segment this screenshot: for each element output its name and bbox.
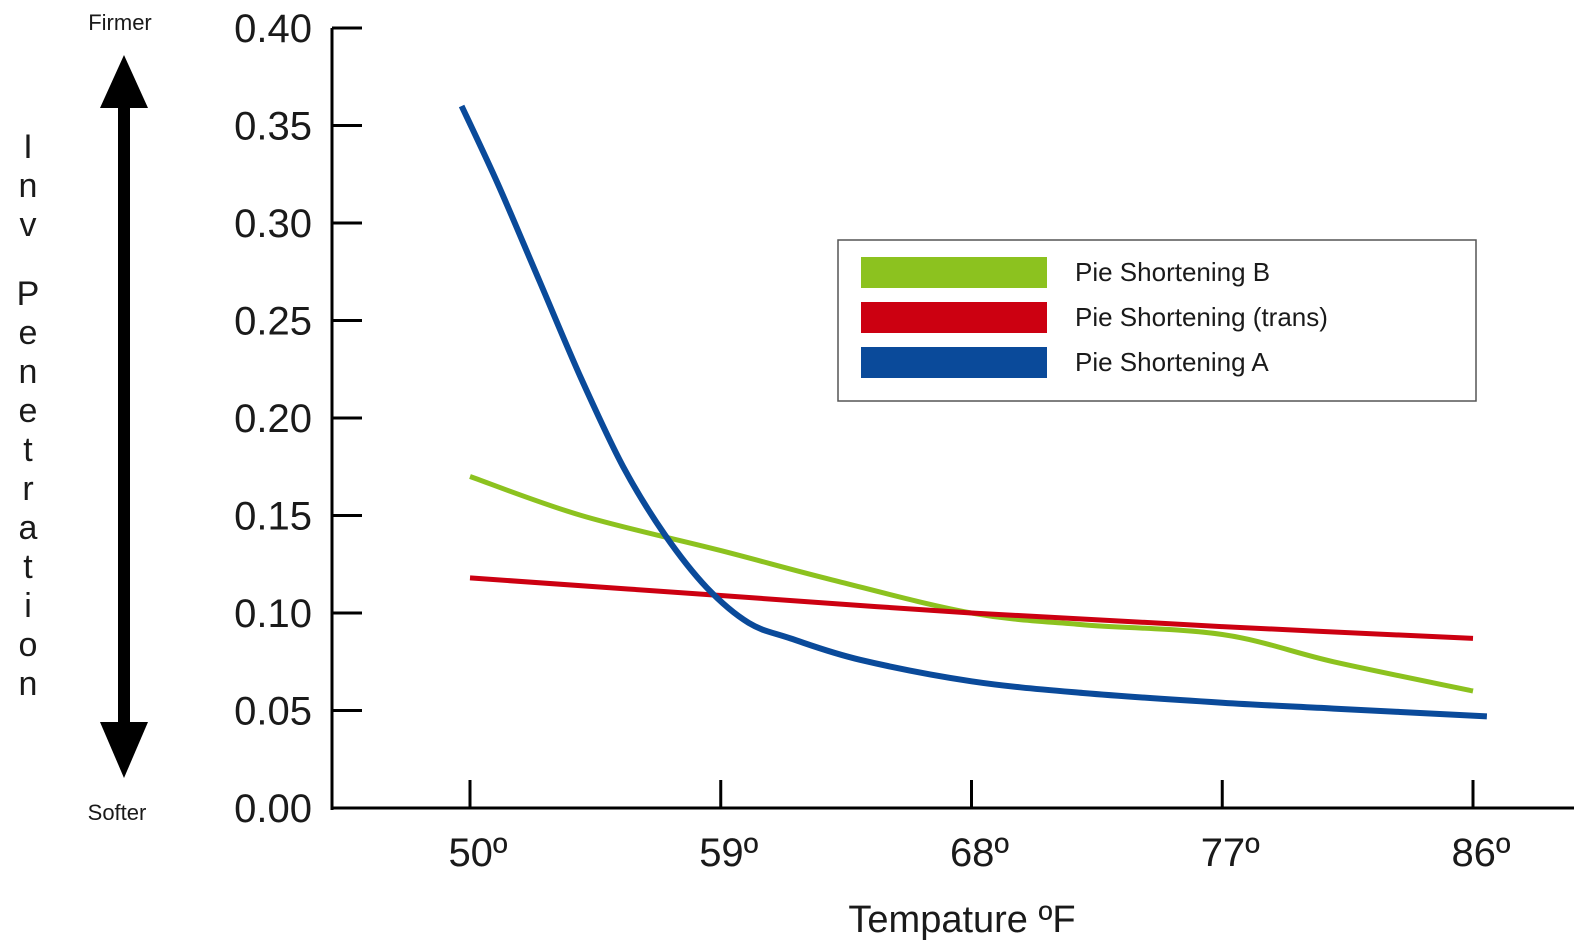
series-line-pie-shortening-trans (469, 575, 1474, 641)
legend-items: Pie Shortening B Pie Shortening (trans) Pi… (861, 257, 1328, 378)
x-ticks: 50º 59º 68º 77º 86º (448, 780, 1511, 875)
y-axis-title-letter: t (23, 431, 33, 469)
y-axis-title-letter: n (19, 353, 38, 391)
arrow-down-icon (100, 722, 148, 778)
x-tick-label: 59º (699, 831, 758, 875)
y-axis-title-letter: v (20, 206, 37, 244)
y-axis-title-letter: i (24, 587, 32, 625)
y-axis-title-letter: P (17, 275, 40, 313)
legend-label: Pie Shortening (trans) (1075, 302, 1328, 332)
legend-label: Pie Shortening A (1075, 347, 1269, 377)
series-layer (458, 104, 1488, 720)
y-axis-title-letter: o (19, 626, 38, 664)
legend-swatch (861, 257, 1047, 288)
y-ticks: 0.00 0.05 0.10 0.15 0.20 0.25 0.30 0.35 0.40 (234, 7, 362, 831)
y-axis-title-letter: r (22, 470, 33, 508)
y-tick-label: 0.30 (234, 202, 312, 246)
y-tick-label: 0.05 (234, 690, 312, 734)
x-tick-label: 86º (1451, 831, 1510, 875)
y-tick-label: 0.15 (234, 495, 312, 539)
axes (330, 28, 1574, 810)
y-axis-title-letter: t (23, 548, 33, 586)
x-tick-label: 50º (448, 831, 507, 875)
series-line-pie-shortening-b (469, 474, 1474, 694)
y-axis-title-letter: n (19, 167, 38, 205)
x-tick-label: 68º (950, 831, 1009, 875)
y-axis-title-letter: e (19, 314, 38, 352)
y-axis-title-letter: a (19, 509, 38, 547)
y-tick-label: 0.35 (234, 105, 312, 149)
legend-swatch (861, 302, 1047, 333)
y-tick-label: 0.00 (234, 787, 312, 831)
softer-label: Softer (88, 800, 147, 825)
arrow-up-icon (100, 55, 148, 108)
legend-swatch (861, 347, 1047, 378)
x-tick-label: 77º (1201, 831, 1260, 875)
y-axis-title-letter: n (19, 665, 38, 703)
legend: Pie Shortening B Pie Shortening (trans) Pi… (837, 239, 1477, 402)
y-axis-title-letter: e (19, 392, 38, 430)
y-tick-label: 0.25 (234, 300, 312, 344)
firmer-label: Firmer (88, 10, 152, 35)
y-tick-label: 0.20 (234, 397, 312, 441)
firmness-indicator: Firmer Softer (88, 10, 152, 825)
y-tick-label: 0.40 (234, 7, 312, 51)
x-axis-title: Tempature ºF (848, 899, 1075, 941)
legend-label: Pie Shortening B (1075, 257, 1270, 287)
y-axis-title-letter: I (23, 128, 32, 166)
y-tick-label: 0.10 (234, 592, 312, 636)
series-line-pie-shortening-a (458, 104, 1488, 720)
